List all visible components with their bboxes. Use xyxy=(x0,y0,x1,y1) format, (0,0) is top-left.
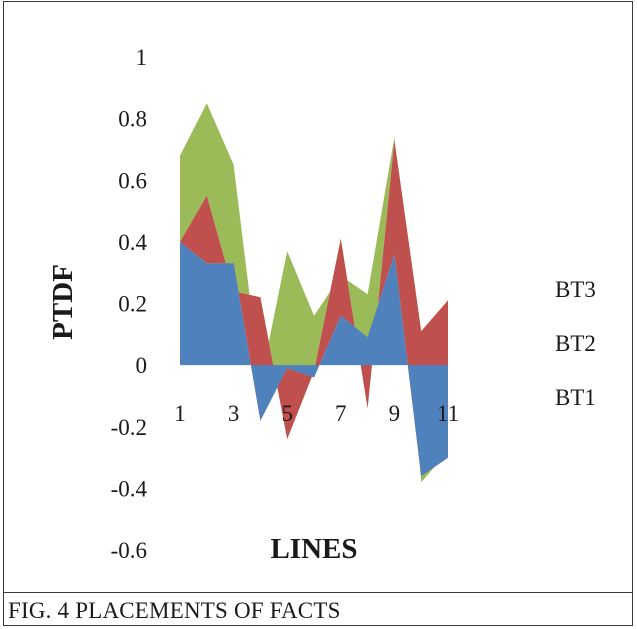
caption-divider xyxy=(3,592,633,593)
x-tick-label: 9 xyxy=(389,401,401,426)
y-tick-label: 1 xyxy=(136,45,148,70)
y-tick-label: 0.6 xyxy=(118,168,147,193)
y-axis-title: PTDF xyxy=(47,264,79,340)
legend-label-bt2: BT2 xyxy=(555,331,596,356)
figure-frame xyxy=(3,1,633,626)
y-tick-label: -0.4 xyxy=(111,476,148,501)
area-series-bt1 xyxy=(180,241,448,477)
x-tick-label: 7 xyxy=(335,401,347,426)
x-tick-label: 5 xyxy=(281,401,293,426)
area-chart: -0.6-0.4-0.200.20.40.60.81 1 3 5 7 9 11 BT3BT… xyxy=(47,45,596,565)
x-tick-label: 3 xyxy=(228,401,240,426)
x-tick-label: 1 xyxy=(174,401,186,426)
y-tick-label: 0 xyxy=(136,353,148,378)
y-tick-label: 0.8 xyxy=(118,107,147,132)
plot-areas xyxy=(180,103,448,483)
x-axis-ticks: 1 3 5 7 9 11 xyxy=(174,401,459,426)
y-tick-label: -0.6 xyxy=(111,538,147,563)
y-axis-ticks: -0.6 -0.4 -0.2 0 0.2 0.4 0.6 0.8 1 xyxy=(111,45,148,563)
y-tick-label: 0.2 xyxy=(118,292,147,317)
legend-label-bt1: BT1 xyxy=(555,385,596,410)
legend-label-bt3: BT3 xyxy=(555,277,596,302)
x-tick-label: 11 xyxy=(437,401,459,426)
y-tick-label: -0.2 xyxy=(111,415,147,440)
legend: BT3 BT2 BT1 xyxy=(555,277,596,410)
figure-caption: FIG. 4 PLACEMENTS OF FACTS xyxy=(8,598,341,623)
x-axis-title: LINES xyxy=(270,533,357,565)
y-tick-label: 0.4 xyxy=(118,230,147,255)
